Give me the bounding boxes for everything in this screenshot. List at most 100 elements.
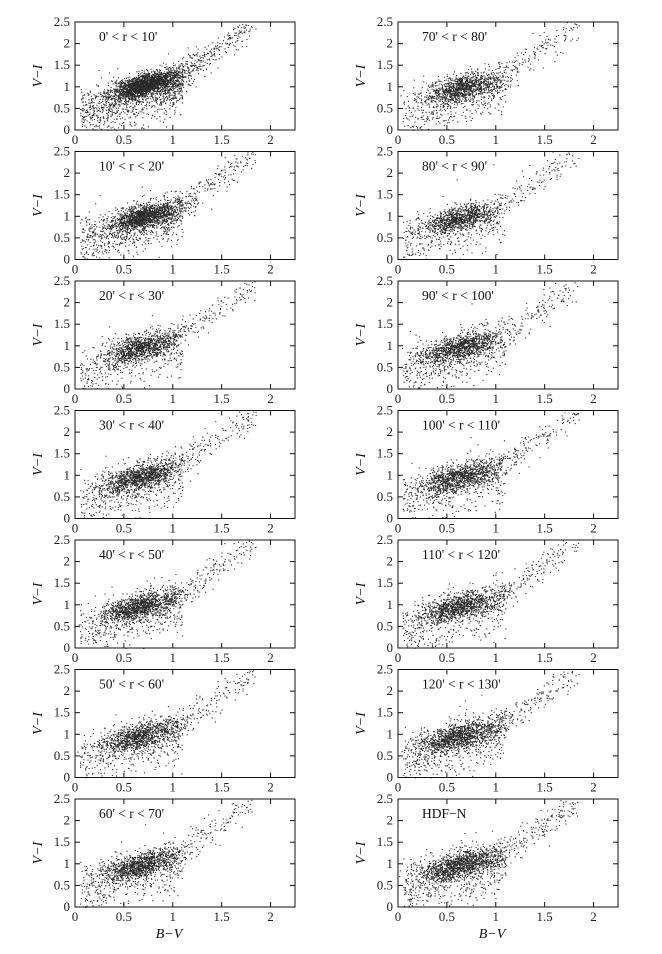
data-point [127,89,129,91]
data-point [177,72,179,74]
data-point [237,35,239,37]
data-point [237,166,239,168]
data-point [132,97,134,99]
data-point [183,207,185,209]
data-point [137,100,139,102]
data-point [202,186,204,188]
data-point [179,72,181,74]
data-point [176,209,178,211]
data-point [108,112,110,114]
data-point [92,239,94,241]
data-point [119,95,121,97]
data-point [155,76,157,78]
data-point [150,93,152,95]
data-point [139,225,141,227]
data-point [133,78,135,80]
data-point [142,83,144,85]
data-point [127,91,129,93]
data-point [181,85,183,87]
data-point [118,103,120,105]
data-point [154,81,156,83]
data-point [163,86,165,88]
data-point [82,256,84,258]
data-point [181,205,183,207]
data-point [179,87,181,89]
data-point [152,86,154,88]
data-point [82,110,84,112]
data-point [196,67,198,69]
data-point [122,88,124,90]
data-point [228,37,230,39]
data-point [175,199,177,201]
data-point [177,216,179,218]
data-point [150,242,152,244]
data-point [121,224,123,226]
data-point [198,202,200,204]
data-point [246,24,248,26]
data-point [144,73,146,75]
data-point [98,121,100,123]
data-point [167,89,169,91]
data-point [107,113,109,115]
data-point [99,111,101,113]
data-point [176,234,178,236]
data-point [150,233,152,235]
data-point [227,46,229,48]
data-point [193,78,195,80]
data-point [96,114,98,116]
data-point [164,75,166,77]
data-point [165,68,167,70]
data-point [138,217,140,219]
data-point [118,127,120,129]
data-point [139,81,141,83]
data-point [110,99,112,101]
data-point [107,94,109,96]
data-point [146,76,148,78]
data-point [135,215,137,217]
data-point [114,93,116,95]
data-point [96,256,98,258]
data-point [146,77,148,79]
data-point [127,86,129,88]
data-point [186,190,188,192]
data-point [164,73,166,75]
data-point [156,79,158,81]
data-point [126,100,128,102]
data-point [194,62,196,64]
data-point [139,89,141,91]
data-point [165,97,167,99]
data-point [173,65,175,67]
data-point [177,85,179,87]
data-point [151,106,153,108]
data-point [133,228,135,230]
data-point [169,96,171,98]
data-point [176,85,178,87]
data-point [148,240,150,242]
data-point [220,175,222,177]
data-point [116,110,118,112]
data-point [134,105,136,107]
data-point [125,84,127,86]
data-point [248,157,250,159]
data-point [156,212,158,214]
data-point [156,226,158,228]
data-point [141,69,143,71]
data-point [195,199,197,201]
data-point [235,158,237,160]
data-point [138,205,140,207]
data-point [119,226,121,228]
data-point [239,36,241,38]
data-point [89,102,91,104]
data-point [148,215,150,217]
data-point [181,71,183,73]
data-point [162,101,164,103]
data-point [178,81,180,83]
data-point [160,84,162,86]
data-point [208,179,210,181]
data-point [117,250,119,252]
data-point [119,105,121,107]
data-point [145,83,147,85]
data-point [114,113,116,115]
data-point [195,199,197,201]
data-point [137,90,139,92]
